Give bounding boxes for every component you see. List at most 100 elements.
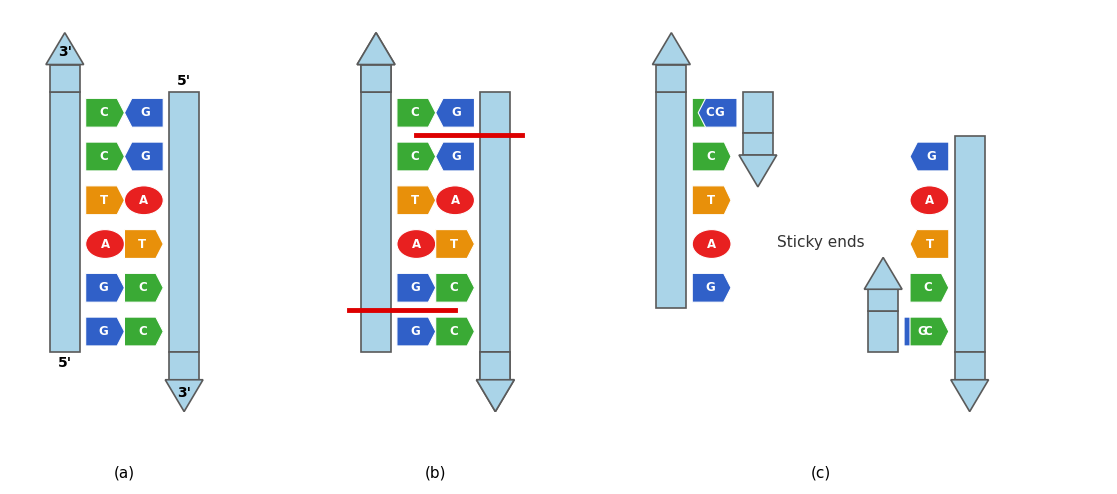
Text: A: A [412, 238, 421, 250]
Text: C: C [706, 150, 715, 163]
Text: G: G [141, 150, 150, 163]
Text: C: C [410, 150, 419, 163]
Polygon shape [124, 98, 163, 127]
Bar [361, 92, 391, 352]
Polygon shape [397, 98, 436, 127]
Polygon shape [652, 33, 690, 65]
Polygon shape [124, 317, 163, 346]
Text: G: G [917, 325, 927, 338]
Text: T: T [449, 238, 458, 250]
Text: (b): (b) [424, 466, 447, 481]
Text: G: G [926, 150, 936, 163]
Text: G: G [410, 281, 420, 294]
Text: G: G [98, 325, 108, 338]
Polygon shape [436, 98, 475, 127]
Polygon shape [693, 273, 731, 302]
Ellipse shape [86, 230, 124, 258]
Text: A: A [140, 194, 149, 207]
Bar [480, 92, 510, 352]
Text: G: G [141, 106, 150, 119]
Text: T: T [707, 194, 715, 207]
Text: G: G [410, 325, 420, 338]
Polygon shape [124, 142, 163, 171]
Polygon shape [477, 380, 514, 412]
Polygon shape [124, 273, 163, 302]
Polygon shape [951, 380, 989, 412]
Text: G: G [451, 106, 461, 119]
Polygon shape [910, 142, 948, 171]
Polygon shape [865, 257, 903, 289]
Bar [480, 352, 510, 380]
Polygon shape [86, 186, 124, 215]
Text: 3': 3' [178, 386, 191, 400]
Text: 3': 3' [58, 44, 71, 59]
Ellipse shape [910, 186, 948, 215]
Polygon shape [698, 98, 737, 127]
Text: A: A [101, 238, 109, 250]
Bar [480, 352, 510, 380]
Polygon shape [477, 380, 514, 412]
Bar [50, 65, 79, 92]
Text: G: G [451, 150, 461, 163]
Polygon shape [397, 186, 436, 215]
Text: C: C [706, 106, 715, 119]
Bar [743, 133, 773, 155]
Polygon shape [357, 33, 395, 65]
Text: T: T [411, 194, 419, 207]
Polygon shape [436, 317, 475, 346]
Text: A: A [707, 238, 716, 250]
Text: G: G [98, 281, 108, 294]
Bar [743, 92, 773, 133]
Text: (c): (c) [811, 466, 831, 481]
Text: G: G [705, 281, 715, 294]
Bar [361, 65, 391, 92]
Polygon shape [124, 230, 163, 258]
Text: C: C [99, 106, 108, 119]
Polygon shape [46, 33, 84, 65]
Polygon shape [165, 380, 203, 412]
Text: T: T [139, 238, 146, 250]
Text: A: A [925, 194, 934, 207]
Polygon shape [904, 317, 943, 346]
Polygon shape [693, 98, 731, 127]
Polygon shape [397, 142, 436, 171]
Text: 5': 5' [178, 75, 191, 88]
Polygon shape [436, 273, 475, 302]
Polygon shape [910, 317, 948, 346]
Text: C: C [139, 281, 146, 294]
Text: C: C [924, 281, 933, 294]
Text: A: A [450, 194, 460, 207]
Bar [361, 65, 391, 92]
Text: C: C [449, 281, 458, 294]
Bar [657, 65, 686, 92]
Text: C: C [139, 325, 146, 338]
Text: C: C [924, 325, 933, 338]
Polygon shape [693, 142, 731, 171]
Bar [868, 289, 898, 311]
Polygon shape [910, 273, 948, 302]
Ellipse shape [397, 230, 436, 258]
Bar [868, 311, 898, 352]
Ellipse shape [693, 230, 731, 258]
Text: Sticky ends: Sticky ends [776, 235, 865, 249]
Polygon shape [693, 186, 731, 215]
Text: T: T [926, 238, 935, 250]
Polygon shape [436, 142, 475, 171]
Text: T: T [99, 194, 107, 207]
Text: (a): (a) [114, 466, 135, 481]
Polygon shape [86, 317, 124, 346]
Polygon shape [86, 98, 124, 127]
Text: G: G [714, 106, 724, 119]
Bar [955, 136, 984, 352]
Polygon shape [397, 273, 436, 302]
Bar [50, 92, 79, 352]
Ellipse shape [124, 186, 163, 215]
Text: 5': 5' [58, 356, 71, 370]
Polygon shape [86, 142, 124, 171]
Polygon shape [86, 273, 124, 302]
Polygon shape [739, 155, 776, 187]
Bar [657, 92, 686, 308]
Polygon shape [357, 33, 395, 65]
Bar [169, 352, 199, 380]
Polygon shape [910, 230, 948, 258]
